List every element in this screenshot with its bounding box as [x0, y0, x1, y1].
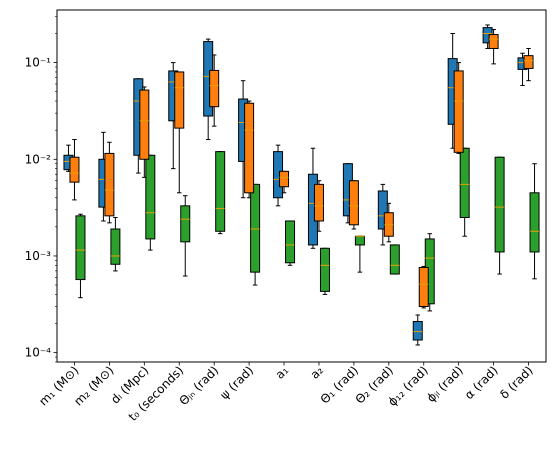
box-series-2-cat-4: [174, 71, 185, 194]
box-body: [215, 151, 226, 232]
box-series-3-cat-3: [145, 154, 156, 251]
box-series-3-cat-7: [285, 220, 296, 266]
box-series-2-cat-2: [104, 141, 115, 224]
box-body: [529, 192, 540, 253]
box-series-3-cat-2: [110, 216, 121, 272]
box-body: [523, 55, 534, 69]
box-body: [494, 156, 505, 253]
box-series-2-cat-7: [279, 170, 290, 194]
box-body: [418, 266, 429, 308]
box-series-1-cat-11: [412, 314, 423, 346]
box-series-3-cat-10: [389, 244, 400, 275]
box-body: [69, 156, 80, 183]
box-body: [348, 180, 359, 226]
y-axis: 10⁻⁴ 10⁻³ 10⁻² 10⁻¹: [25, 16, 57, 363]
box-body: [104, 152, 115, 217]
box-body: [313, 183, 324, 222]
box-body: [250, 183, 261, 273]
box-body: [110, 228, 121, 265]
box-body: [319, 247, 330, 292]
plot-area: [63, 24, 540, 346]
box-series-2-cat-9: [348, 180, 359, 230]
box-body: [412, 320, 423, 341]
box-series-3-cat-13: [494, 156, 505, 275]
box-series-3-cat-9: [354, 235, 365, 273]
box-series-2-cat-3: [139, 86, 150, 178]
axes-frame: [56, 9, 547, 363]
box-series-1-cat-14: [517, 52, 528, 86]
box-series-2-cat-1: [69, 139, 80, 201]
box-body: [75, 215, 86, 281]
box-body: [488, 34, 499, 49]
box-body: [354, 235, 365, 246]
box-series-2-cat-6: [244, 100, 255, 199]
box-series-2-cat-13: [488, 28, 499, 65]
y-tick-label: 10⁻²: [25, 152, 52, 166]
box-body: [459, 147, 470, 218]
box-series-2-cat-12: [453, 62, 464, 154]
box-body: [244, 102, 255, 194]
box-series-2-cat-11: [418, 265, 429, 309]
box-body: [389, 244, 400, 275]
box-series-2-cat-8: [313, 180, 324, 232]
box-body: [209, 69, 220, 108]
box-series-3-cat-14: [529, 163, 540, 280]
box-series-3-cat-6: [250, 183, 261, 286]
box-body: [279, 170, 290, 188]
box-body: [139, 89, 150, 160]
box-series-3-cat-8: [319, 247, 330, 295]
box-series-2-cat-5: [209, 54, 220, 127]
box-body: [180, 205, 191, 243]
box-series-3-cat-4: [180, 195, 191, 277]
box-series-1-cat-10: [377, 183, 388, 246]
box-series-2-cat-10: [383, 202, 394, 243]
y-tick-label: 10⁻¹: [25, 56, 52, 70]
box-series-3-cat-5: [215, 151, 226, 235]
box-body: [285, 220, 296, 264]
y-tick-label: 10⁻⁴: [25, 346, 52, 360]
box-series-2-cat-14: [523, 47, 534, 82]
y-tick-label: 10⁻³: [25, 249, 52, 263]
box-body: [145, 154, 156, 240]
box-body: [377, 190, 388, 230]
box-body: [174, 71, 185, 129]
box-series-3-cat-1: [75, 213, 86, 299]
box-body: [453, 70, 464, 153]
